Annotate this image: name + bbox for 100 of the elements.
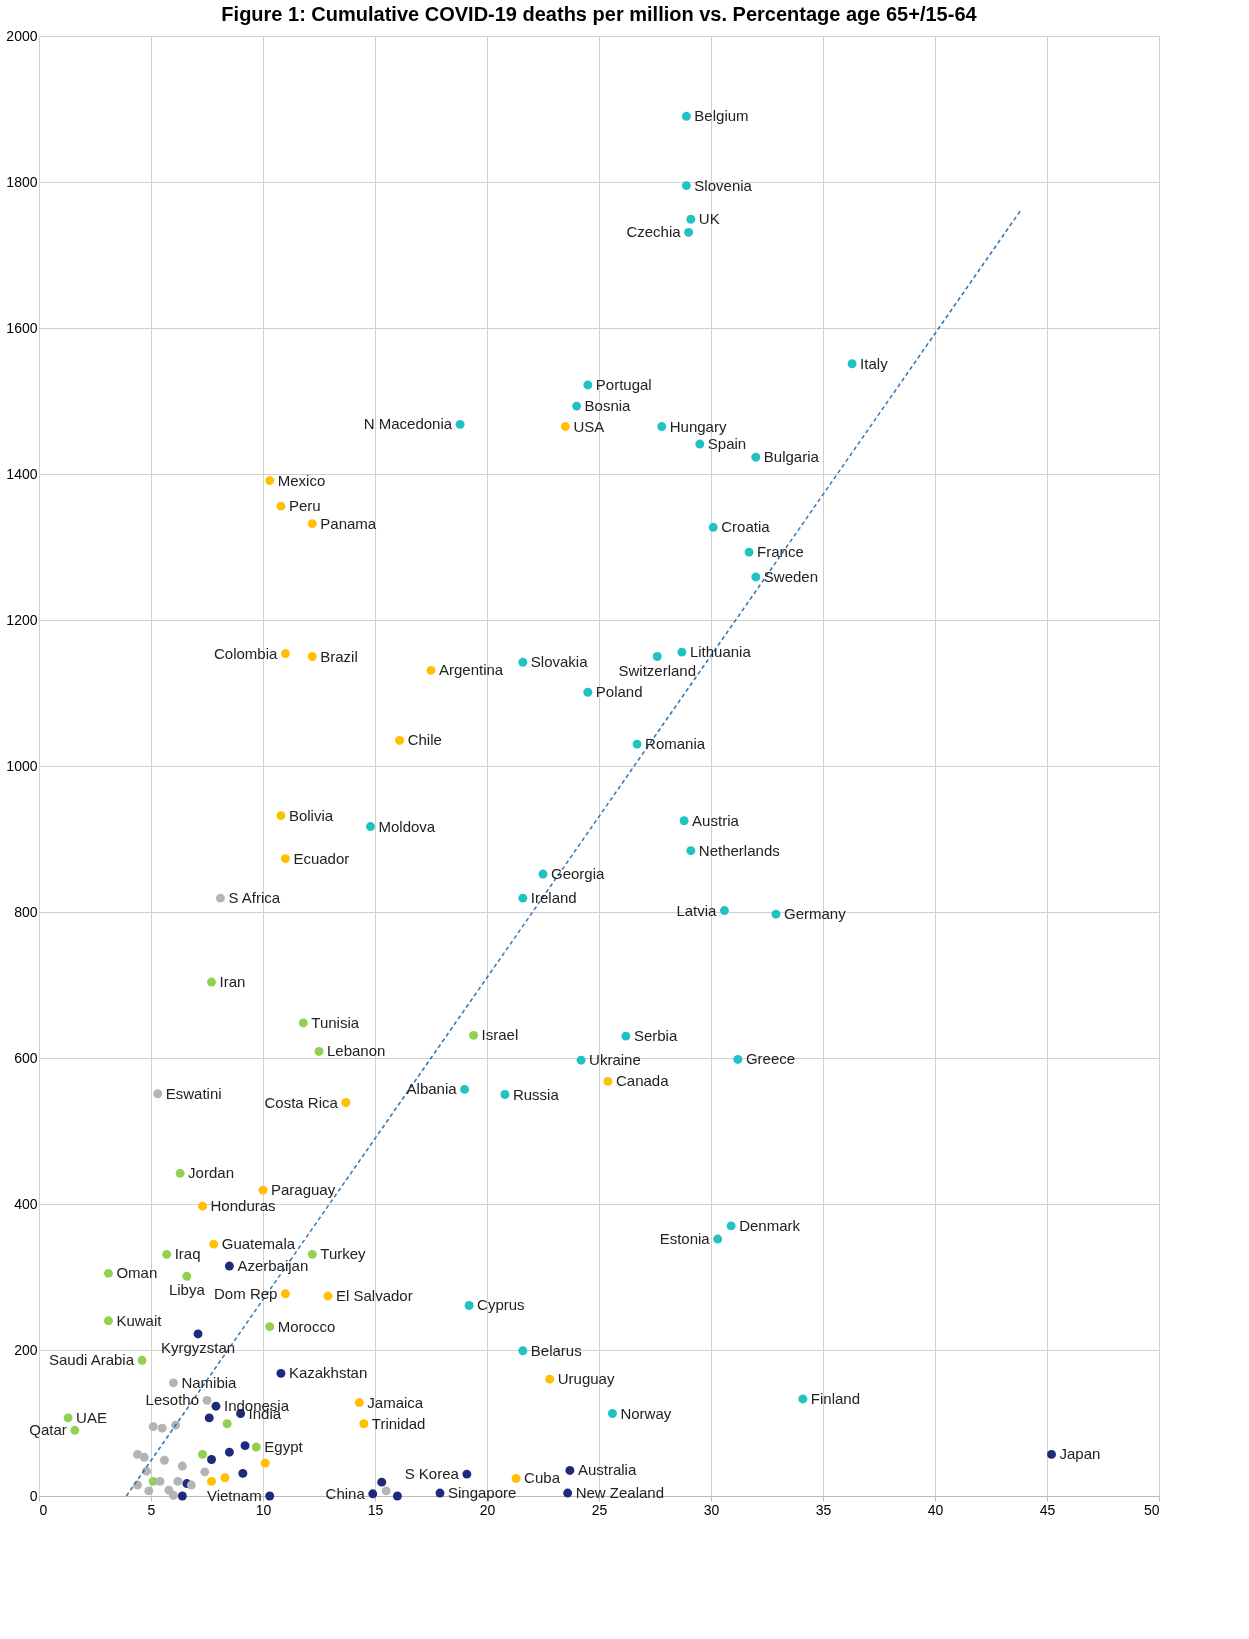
annotation: Russia [512,1085,560,1103]
annotation: Chile [407,731,442,749]
annotation: Argentina [439,661,504,679]
annotation: Kazakhstan [288,1364,368,1382]
annotation: China [325,1484,366,1502]
point [307,1249,317,1259]
point [511,1474,521,1483]
point [560,422,570,432]
x-tick-label: 20 [479,1501,496,1518]
point [200,1467,210,1477]
x-tick-label: 30 [703,1501,720,1518]
annotation: Moldova [378,817,436,835]
y-tick-label: 1000 [6,757,38,774]
point [726,1221,736,1231]
annotation: Morocco [277,1317,336,1335]
annotation: Ireland [530,889,577,907]
annotation: UAE [76,1408,107,1426]
point [159,1455,169,1465]
annotation: Ukraine [589,1051,641,1069]
point [359,1419,369,1429]
annotation: France [757,543,804,561]
point [538,869,548,879]
point [381,1486,391,1496]
point [182,1271,192,1281]
point [276,501,286,511]
point [224,1447,234,1457]
annotation: Serbia [633,1027,678,1045]
point [202,1395,212,1405]
point [583,687,593,697]
annotation: Egypt [264,1438,304,1456]
x-tick-label: 5 [147,1501,156,1518]
point [198,1449,207,1459]
point [137,1355,147,1365]
annotation: Czechia [626,223,682,241]
point [719,906,729,915]
x-tick-label: 35 [815,1501,832,1518]
point [681,111,691,121]
point [733,1055,743,1064]
point [576,1055,586,1065]
annotation: El Salvador [335,1286,413,1304]
point [204,1413,214,1423]
annotation: Switzerland [618,661,697,679]
point [462,1469,472,1479]
annotation: Australia [577,1461,637,1479]
point [258,1185,268,1195]
point [298,1018,308,1028]
point [177,1461,187,1471]
annotation: Belgium [694,107,749,125]
point [652,652,662,661]
annotation: Netherlands [698,841,780,859]
point [563,1488,573,1498]
annotation: Ecuador [293,849,350,867]
point [518,657,528,667]
annotation: Georgia [551,865,606,883]
point [847,359,857,369]
point [435,1488,445,1498]
point [545,1374,555,1384]
point [207,1455,216,1464]
point [455,419,465,429]
annotation: Hungary [669,417,727,435]
annotation: Iraq [174,1245,201,1263]
annotation: Paraguay [271,1181,336,1199]
point [148,1422,158,1432]
annotation: Denmark [739,1216,801,1234]
annotation: Iran [219,973,246,991]
x-tick-label: 45 [1039,1501,1056,1518]
point [193,1329,203,1339]
point [798,1394,808,1404]
point [657,422,667,432]
point [583,380,593,390]
annotation: Peru [288,497,321,515]
annotation: Spain [707,435,747,453]
annotation: Lesotho [145,1391,199,1409]
annotation: Belarus [530,1341,582,1359]
point [168,1490,178,1500]
point [220,1473,230,1483]
point [157,1423,167,1433]
annotation: Eswatini [165,1084,222,1102]
point [265,1322,275,1332]
annotation: Estonia [659,1230,711,1248]
annotation: Vietnam [206,1487,262,1504]
point [518,893,528,903]
point [464,1301,474,1310]
point [144,1486,154,1496]
point [341,1098,351,1107]
annotation: Bosnia [584,397,632,415]
point [63,1413,73,1423]
point [162,1249,172,1259]
point [209,1239,219,1249]
annotation: UK [698,210,720,228]
annotation: Japan [1059,1445,1101,1463]
annotation: Colombia [214,644,279,662]
point [518,1346,528,1356]
point [632,739,642,749]
point [695,439,705,449]
y-tick-label: 400 [14,1195,38,1212]
annotation: Lebanon [327,1042,386,1060]
annotation: Israel [481,1026,519,1044]
point [177,1491,187,1501]
point [139,1452,149,1462]
